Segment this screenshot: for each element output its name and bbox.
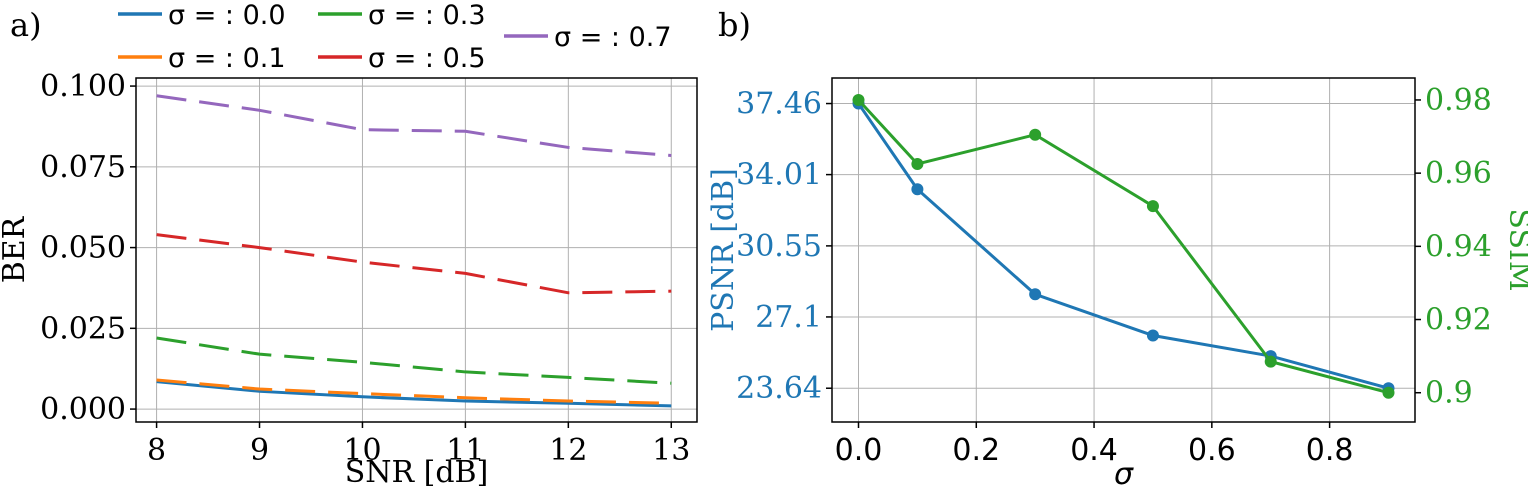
x-tick-label: 10	[343, 433, 381, 468]
data-point	[911, 183, 924, 196]
legend-label: σ = : 0.5	[368, 43, 486, 74]
x-tick-label: 0.6	[1188, 433, 1236, 468]
series-line-2	[156, 336, 672, 385]
x-tick-label: 9	[250, 433, 269, 468]
series-line-0	[857, 102, 1389, 390]
data-point	[1029, 128, 1042, 141]
panel-b: 0.0 0.2 0.4 0.6 0.8 23.64 27.1 30.55 34.01 37.46 0…	[706, 6, 1528, 492]
x-tick-label: 0.4	[1070, 433, 1118, 468]
y-tick-label: 30.55	[736, 229, 822, 264]
y-tick-label: 0.025	[40, 311, 126, 346]
data-point	[1146, 200, 1159, 213]
series-line-0	[156, 380, 672, 408]
plot-frame	[135, 77, 698, 423]
data-point	[1029, 288, 1042, 301]
data-point	[1146, 329, 1159, 342]
y2-tick-label: 0.92	[1425, 303, 1492, 338]
series-line-3	[156, 233, 672, 295]
y-tick-label: 0.075	[40, 150, 126, 185]
y-tick-label: 27.1	[755, 300, 822, 335]
y2-tick-label: 0.9	[1425, 376, 1473, 411]
legend-label: σ = : 0.7	[554, 22, 672, 53]
y-tick-label: 34.01	[736, 158, 822, 193]
data-point	[852, 93, 865, 106]
y2-axis-label: SSIM	[1502, 208, 1528, 291]
y-tick-label: 37.46	[736, 87, 822, 122]
panel-label: b)	[718, 6, 751, 44]
panel-a: 8 9 10 11 12 13 0.000 0.025 0.050 0.075 0.100 a) SNR…	[0, 0, 698, 490]
legend-label: σ = : 0.3	[368, 0, 486, 31]
data-point	[911, 158, 924, 170]
data-point	[1264, 355, 1277, 368]
x-tick-label: 8	[147, 433, 166, 468]
y2-tick-label: 0.94	[1425, 229, 1492, 264]
x-tick-label: 13	[652, 433, 690, 468]
data-point	[1382, 386, 1395, 399]
series-line-1	[857, 98, 1389, 395]
plot-frame	[831, 77, 1416, 423]
panel-label: a)	[10, 6, 42, 44]
y-axis-label: PSNR [dB]	[706, 168, 741, 332]
legend-label: σ = : 0.0	[168, 0, 286, 31]
series-line-1	[156, 378, 672, 405]
series-line-4	[156, 94, 672, 158]
y2-tick-label: 0.96	[1425, 156, 1492, 191]
y-tick-label: 23.64	[736, 371, 822, 406]
x-tick-label: 0.0	[835, 433, 883, 468]
x-tick-label: 11	[446, 433, 484, 468]
y-tick-label: 0.050	[40, 231, 126, 266]
x-tick-label: 0.2	[952, 433, 1000, 468]
x-tick-label: 0.8	[1306, 433, 1354, 468]
x-axis-label: σ	[1114, 457, 1134, 492]
y-tick-label: 0.100	[40, 69, 126, 104]
legend-label: σ = : 0.1	[168, 43, 286, 74]
x-tick-label: 12	[549, 433, 587, 468]
x-axis-label: SNR [dB]	[345, 455, 489, 490]
y2-tick-label: 0.98	[1425, 83, 1492, 118]
y-axis-label: BER	[0, 215, 32, 283]
y-tick-label: 0.000	[40, 392, 126, 427]
